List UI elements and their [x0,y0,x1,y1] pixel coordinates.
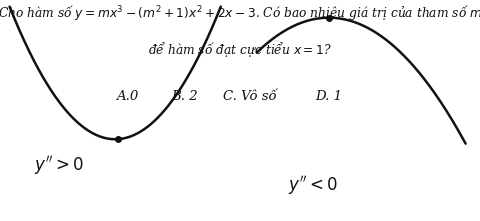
Text: A.0: A.0 [116,90,138,103]
Text: D. 1: D. 1 [315,90,342,103]
Text: để hàm số đạt cực tiểu $x = 1$?: để hàm số đạt cực tiểu $x = 1$? [148,40,332,59]
Text: $y^{\prime\prime} < 0$: $y^{\prime\prime} < 0$ [288,174,338,197]
Text: Cho hàm số $y = mx^3 - (m^2 + 1)x^2 + 2x - 3$. Có bao nhiêu giá trị của tham số : Cho hàm số $y = mx^3 - (m^2 + 1)x^2 + 2x… [0,3,480,22]
Text: B. 2: B. 2 [171,90,198,103]
Text: $y^{\prime\prime} > 0$: $y^{\prime\prime} > 0$ [34,154,84,177]
Text: C. Vô số: C. Vô số [223,90,276,103]
